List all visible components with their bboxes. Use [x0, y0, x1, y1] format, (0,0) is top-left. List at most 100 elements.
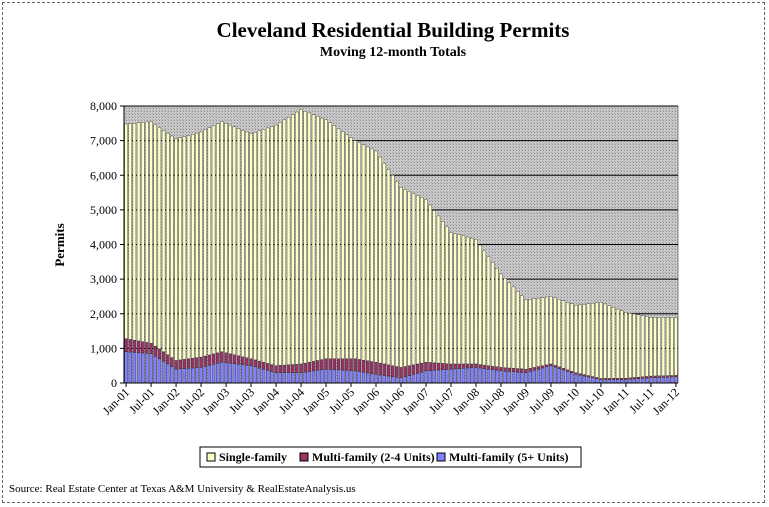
bar-single-family [245, 131, 249, 358]
bar-multi-family-5-units [361, 372, 366, 384]
bar-multi-family-5-units [303, 371, 307, 384]
bar-multi-family-2-4-units [524, 368, 528, 373]
bar-multi-family-2-4-units [432, 362, 436, 371]
bar-multi-family-5-units [307, 371, 312, 384]
bar-multi-family-2-4-units [303, 362, 307, 373]
bar-single-family [640, 315, 645, 377]
bar-multi-family-2-4-units [490, 366, 495, 370]
bar-multi-family-2-4-units [245, 357, 249, 366]
bar-single-family [636, 314, 641, 378]
bar-single-family [661, 317, 666, 376]
bar-single-family [345, 134, 349, 359]
bar-multi-family-2-4-units [390, 365, 395, 377]
bar-multi-family-2-4-units [174, 360, 178, 370]
bar-single-family [499, 273, 503, 368]
bar-multi-family-2-4-units [386, 364, 391, 377]
bar-multi-family-5-units [411, 374, 416, 384]
bar-multi-family-5-units [370, 373, 374, 384]
bar-multi-family-5-units [665, 376, 670, 384]
bar-single-family [649, 317, 653, 377]
bar-multi-family-5-units [561, 369, 566, 384]
bar-multi-family-5-units [145, 353, 149, 384]
bar-single-family [266, 127, 270, 364]
bar-multi-family-5-units [395, 377, 399, 384]
bar-single-family [520, 295, 524, 370]
bar-multi-family-5-units [607, 379, 611, 384]
bar-multi-family-2-4-units [370, 361, 374, 374]
bar-multi-family-5-units [478, 367, 482, 384]
chart-subtitle: Moving 12-month Totals [320, 45, 467, 60]
bar-multi-family-2-4-units [141, 341, 145, 354]
bar-multi-family-5-units [128, 351, 132, 384]
bar-multi-family-5-units [611, 379, 616, 384]
bar-single-family [211, 125, 216, 355]
bar-multi-family-2-4-units [586, 375, 591, 378]
bar-single-family [599, 302, 603, 379]
bar-multi-family-2-4-units [336, 358, 341, 371]
x-tick-label: Jan-07 [400, 385, 433, 418]
bar-multi-family-5-units [245, 365, 249, 384]
bar-single-family [540, 297, 545, 366]
bar-multi-family-2-4-units [345, 358, 349, 371]
bar-multi-family-5-units [657, 377, 661, 384]
bar-multi-family-2-4-units [453, 363, 457, 370]
bar-multi-family-2-4-units [145, 342, 149, 354]
bar-multi-family-2-4-units [211, 353, 216, 365]
bar-multi-family-2-4-units [182, 359, 187, 369]
bar-multi-family-2-4-units [228, 353, 232, 364]
bar-single-family [403, 189, 407, 367]
bar-single-family [303, 111, 307, 364]
bar-multi-family-5-units [624, 379, 628, 384]
bar-single-family [186, 135, 191, 359]
bar-multi-family-2-4-units [349, 358, 353, 371]
bar-multi-family-2-4-units [374, 362, 378, 375]
bar-multi-family-2-4-units [428, 362, 432, 371]
bar-multi-family-5-units [520, 372, 524, 384]
bar-multi-family-2-4-units [582, 374, 586, 377]
y-tick-label: 3,000 [90, 272, 117, 286]
bar-multi-family-2-4-units [507, 367, 511, 372]
bar-multi-family-2-4-units [465, 363, 470, 369]
bar-multi-family-2-4-units [270, 364, 274, 372]
bar-multi-family-2-4-units [670, 375, 674, 378]
bar-single-family [253, 132, 257, 361]
bar-multi-family-2-4-units [274, 365, 278, 373]
bar-multi-family-5-units [249, 365, 253, 384]
bar-multi-family-5-units [449, 368, 453, 384]
bar-single-family [149, 121, 153, 344]
bar-single-family [624, 312, 628, 379]
x-tick-label: Jan-05 [300, 385, 333, 418]
bar-single-family [445, 226, 449, 364]
bar-multi-family-2-4-units [149, 343, 153, 354]
bar-single-family [657, 317, 661, 377]
bar-multi-family-2-4-units [420, 362, 424, 373]
legend-label-multi-family-2-4: Multi-family (2-4 Units) [312, 450, 435, 464]
bar-multi-family-2-4-units [307, 362, 312, 372]
bar-multi-family-2-4-units [590, 376, 595, 378]
y-axis-label: Permits [52, 223, 67, 266]
bar-multi-family-5-units [453, 368, 457, 384]
bar-single-family [320, 117, 324, 360]
bar-multi-family-2-4-units [540, 365, 545, 369]
bar-multi-family-5-units [124, 351, 128, 384]
bar-multi-family-5-units [316, 370, 320, 384]
y-tick-label: 2,000 [90, 307, 117, 321]
bar-multi-family-2-4-units [515, 368, 520, 373]
bar-multi-family-2-4-units [528, 368, 532, 372]
bar-multi-family-5-units [253, 366, 257, 384]
bar-multi-family-5-units [291, 372, 295, 384]
y-tick-label: 6,000 [90, 168, 117, 182]
bar-multi-family-5-units [420, 371, 424, 384]
bar-single-family [532, 298, 536, 368]
bar-multi-family-2-4-units [549, 363, 553, 366]
bar-single-family [503, 278, 507, 368]
bar-multi-family-2-4-units [132, 340, 137, 353]
bar-single-family [482, 250, 486, 366]
bar-multi-family-2-4-units [395, 366, 399, 378]
bar-single-family [549, 296, 553, 365]
bar-single-family [399, 187, 403, 368]
bar-multi-family-5-units [674, 376, 678, 384]
bar-single-family [553, 297, 557, 366]
bar-single-family [561, 300, 566, 369]
